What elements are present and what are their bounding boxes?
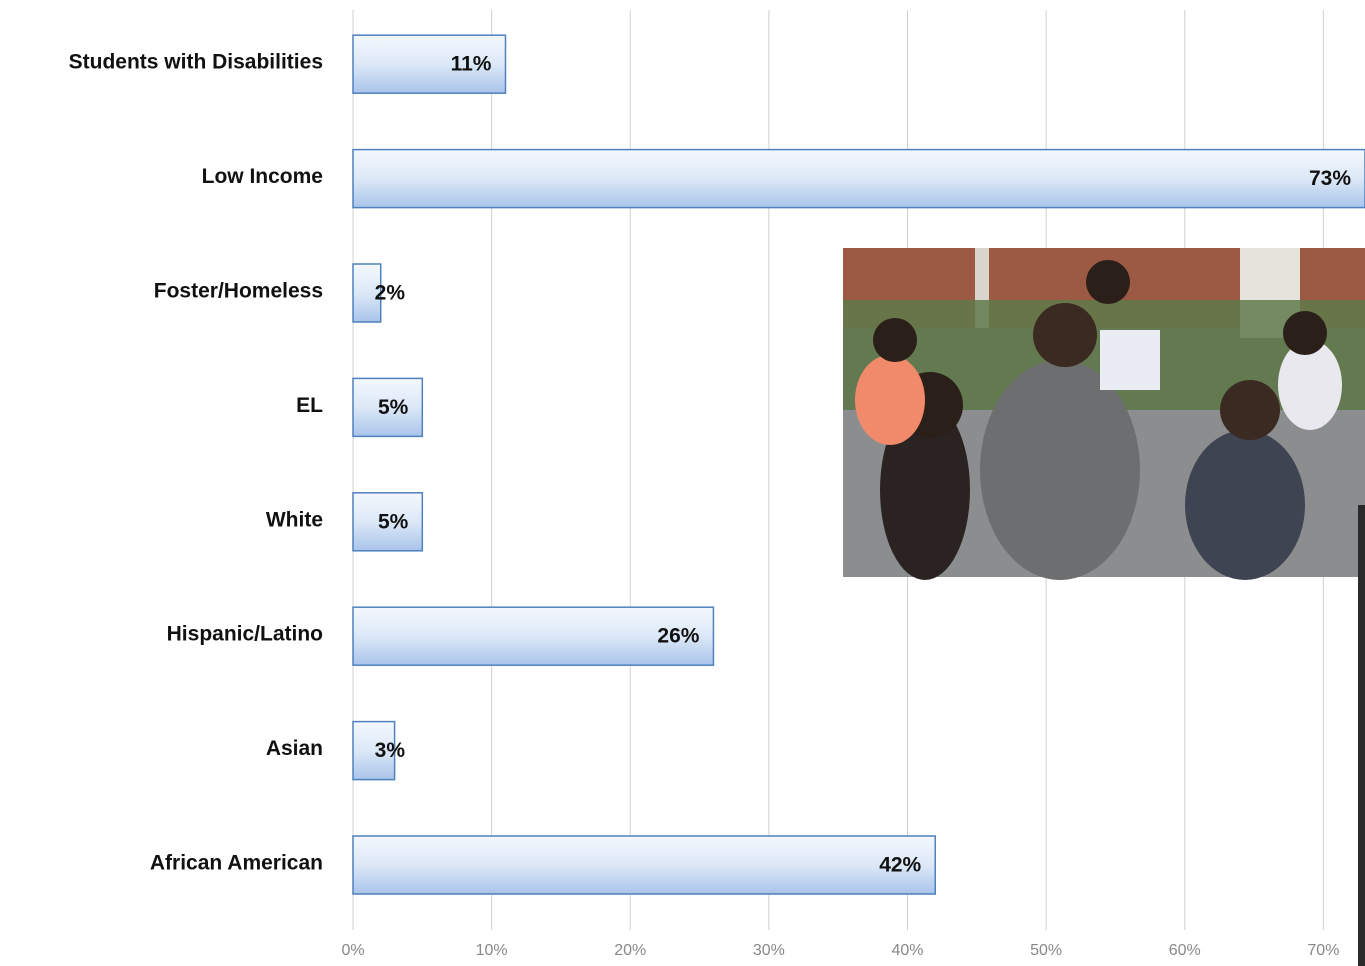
x-tick-label: 70% [1307, 942, 1339, 959]
bar [352, 492, 424, 552]
bar [352, 720, 396, 781]
value-label: 26% [657, 625, 699, 648]
x-tick-label: 0% [341, 942, 364, 959]
value-label: 42% [879, 854, 921, 877]
value-label: 11% [451, 53, 492, 76]
category-label: Students with Disabilities [69, 51, 323, 74]
x-tick-label: 30% [753, 942, 785, 959]
photo [843, 248, 1365, 580]
category-label: Foster/Homeless [154, 280, 323, 303]
photo-edge [1358, 505, 1365, 966]
bar [352, 34, 507, 94]
x-tick-label: 10% [476, 942, 508, 959]
value-label: 3% [375, 739, 406, 762]
value-label: 5% [378, 396, 409, 419]
bar [352, 835, 936, 895]
category-label: Low Income [202, 165, 323, 188]
x-axis: 0% 10% 20% 30% 40% 50% 60% 70% [341, 942, 1339, 959]
category-label: White [266, 508, 323, 531]
bar [352, 263, 382, 323]
value-label: 73% [1309, 167, 1351, 190]
category-label: Asian [266, 737, 323, 760]
bar [352, 148, 1365, 209]
category-label: EL [296, 394, 323, 417]
x-tick-label: 50% [1030, 942, 1062, 959]
category-label: African American [150, 852, 323, 875]
x-tick-label: 60% [1169, 942, 1201, 959]
value-label: 2% [375, 282, 406, 305]
bar [352, 606, 715, 666]
value-label: 5% [378, 510, 409, 533]
x-tick-label: 40% [892, 942, 924, 959]
bars: Students with Disabilities 11% Low Income 7… [69, 34, 1365, 895]
bar [352, 377, 424, 438]
x-tick-label: 20% [614, 942, 646, 959]
category-label: Hispanic/Latino [167, 623, 323, 646]
